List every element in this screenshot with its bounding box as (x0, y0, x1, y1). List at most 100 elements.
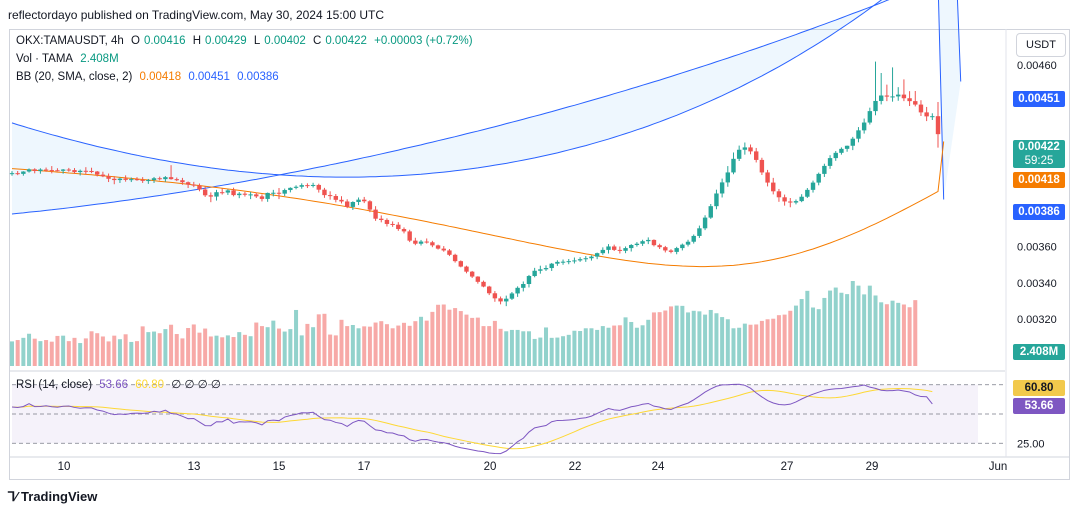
volume-bar (845, 294, 850, 366)
candle-body (640, 241, 645, 244)
candle-body (401, 229, 407, 232)
candle-body (95, 171, 100, 175)
candle-body (827, 158, 833, 166)
legend-rsi-label: RSI (14, close) (16, 379, 93, 391)
candle-body (288, 187, 293, 191)
candle-body (134, 179, 140, 181)
time-tick-label: 22 (569, 461, 582, 473)
volume-bar (873, 295, 878, 366)
volume-bar (487, 326, 492, 366)
tradingview-logo[interactable]: ⅂⁄ TradingView (8, 489, 97, 505)
rsi-tick-label: 25.00 (1017, 438, 1045, 450)
volume-bar (407, 325, 412, 366)
volume-bar (384, 324, 389, 366)
volume-bar (362, 326, 367, 366)
candle-body (799, 196, 804, 202)
candle-body (384, 219, 390, 224)
candle-body (214, 192, 219, 197)
currency-unit-button[interactable]: USDT (1016, 33, 1066, 57)
volume-bar (305, 323, 310, 366)
legend-bb-label: BB (20, SMA, close, 2) (16, 71, 133, 83)
candle-body (327, 195, 333, 197)
candle-body (72, 170, 77, 173)
candle-body (55, 170, 60, 172)
legend-close: 0.00422 (325, 35, 367, 47)
badge-bb-lower: 0.00386 (1013, 204, 1065, 220)
volume-bar (839, 292, 844, 366)
volume-bar (339, 319, 344, 366)
candle-body (566, 261, 571, 263)
candle-body (754, 151, 759, 160)
candle-body (646, 239, 651, 242)
volume-bar (731, 328, 736, 366)
volume-bar (242, 334, 247, 366)
volume-bar (470, 317, 475, 366)
legend-bb: BB (20, SMA, close, 2) 0.00418 0.00451 0… (16, 71, 283, 83)
volume-bar (134, 341, 139, 366)
candle-body (202, 189, 208, 196)
candle-body (356, 199, 361, 203)
candle-body (623, 248, 628, 251)
candle-body (702, 217, 708, 229)
legend-bb-mid: 0.00418 (139, 71, 182, 83)
volume-bar (259, 326, 264, 366)
volume-bar (49, 341, 54, 366)
candle-body (742, 147, 748, 150)
candle-body (606, 246, 611, 250)
volume-bar (441, 304, 446, 366)
candle-body (629, 245, 634, 249)
volume-bar (816, 309, 821, 366)
legend-main: OKX:TAMAUSDT, 4h O 0.00416 H 0.00429 L 0.00… (16, 35, 477, 47)
candle-body (322, 189, 327, 196)
candle-body (674, 248, 679, 252)
price-tick-label: 0.00340 (1017, 278, 1057, 290)
volume-bar (850, 281, 855, 366)
volume-bar (345, 326, 350, 366)
time-tick-label: Jun (989, 461, 1008, 473)
volume-bar (83, 338, 88, 366)
candle-body (441, 248, 446, 251)
candle-body (21, 171, 26, 174)
volume-bar (754, 324, 759, 366)
volume-bar (288, 329, 293, 366)
badge-bb-upper: 0.00451 (1013, 91, 1065, 107)
volume-bar (492, 320, 497, 366)
candle-body (611, 246, 617, 250)
volume-bar (208, 336, 213, 366)
volume-bar (169, 324, 174, 366)
candle-body (560, 261, 566, 263)
volume-bar (805, 290, 810, 366)
candle-body (617, 249, 623, 251)
volume-bar (782, 314, 787, 366)
price-tick-label: 0.00360 (1017, 242, 1057, 254)
time-tick-label: 29 (866, 461, 879, 473)
volume-bar (311, 327, 316, 366)
candle-body (918, 104, 924, 113)
volume-bar (356, 328, 361, 366)
volume-bar (27, 333, 32, 366)
volume-bar (509, 329, 514, 366)
time-tick-label: 13 (188, 461, 201, 473)
volume-bar (271, 320, 276, 366)
volume-bar (890, 300, 895, 366)
volume-bar (157, 333, 162, 366)
candle-body (930, 116, 935, 118)
legend-high: 0.00429 (205, 35, 247, 47)
volume-bar (66, 341, 71, 366)
volume-bar (265, 327, 270, 366)
candle-body (458, 261, 463, 267)
volume-bar (629, 321, 634, 366)
candle-body (282, 190, 287, 194)
volume-bar (100, 336, 105, 366)
candle-body (850, 138, 855, 146)
candle-body (140, 179, 145, 181)
legend-bb-lower: 0.00386 (237, 71, 279, 83)
candle-body (583, 258, 588, 260)
volume-bar (112, 335, 117, 366)
volume-bar (634, 327, 639, 366)
candle-body (481, 281, 486, 287)
volume-bar (617, 325, 622, 366)
candle-body (60, 169, 66, 171)
volume-bar (299, 335, 304, 366)
